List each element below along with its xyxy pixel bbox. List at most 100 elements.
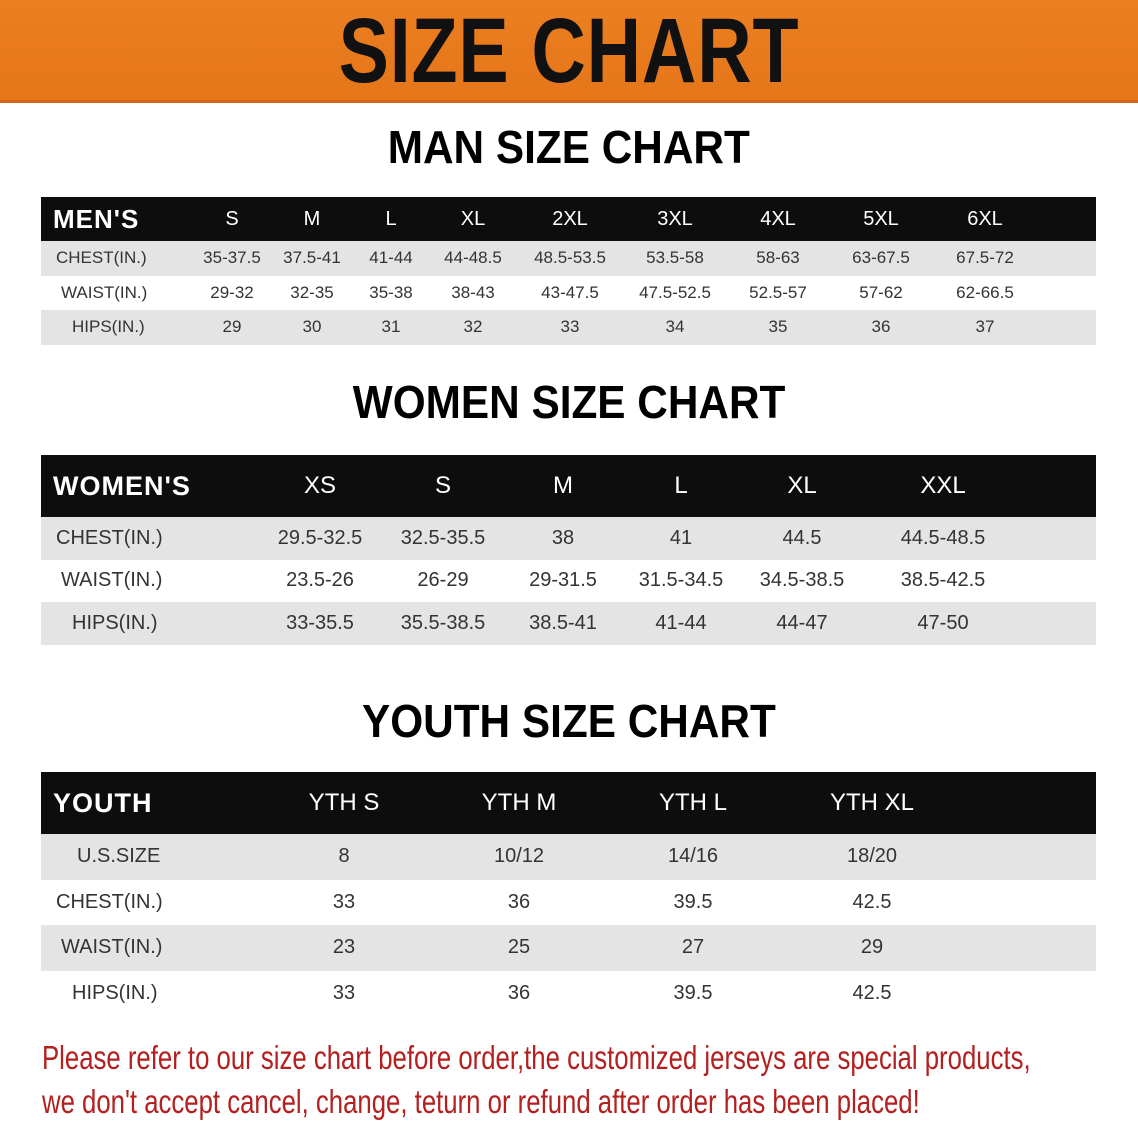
table-cell: 33 — [516, 310, 624, 345]
women-title-text: WOMEN SIZE CHART — [352, 376, 786, 428]
table-cell: 38.5-42.5 — [864, 559, 1022, 602]
header-label: YOUTH — [41, 772, 256, 834]
table-cell: 37.5-41 — [272, 241, 352, 276]
table-row: WAIST(IN.) 23.5-26 26-29 29-31.5 31.5-34.5 34… — [41, 559, 1096, 602]
table-cell: 33 — [256, 879, 432, 925]
size-column-header: 6XL — [932, 197, 1038, 241]
size-column-header: XXL — [864, 455, 1022, 517]
row-spacer — [1022, 602, 1096, 645]
table-cell: 10/12 — [432, 834, 606, 880]
table-cell: 31 — [352, 310, 430, 345]
table-cell: 44-47 — [740, 602, 864, 645]
table-cell: 34 — [624, 310, 726, 345]
table-row: HIPS(IN.) 33 36 39.5 42.5 — [41, 970, 1096, 1016]
table-cell: 36 — [432, 879, 606, 925]
size-column-header: 5XL — [830, 197, 932, 241]
table-cell: 29 — [780, 925, 964, 971]
table-cell: 35-37.5 — [192, 241, 272, 276]
table-cell: 38.5-41 — [504, 602, 622, 645]
row-label: HIPS(IN.) — [41, 602, 258, 645]
row-spacer — [964, 834, 1096, 880]
size-column-header: 3XL — [624, 197, 726, 241]
table-cell: 41-44 — [352, 241, 430, 276]
header-label: MEN'S — [41, 197, 192, 241]
table-cell: 48.5-53.5 — [516, 241, 624, 276]
row-label: HIPS(IN.) — [41, 970, 256, 1016]
table-cell: 35 — [726, 310, 830, 345]
table-cell: 38 — [504, 517, 622, 560]
table-cell: 35-38 — [352, 275, 430, 310]
table-cell: 39.5 — [606, 879, 780, 925]
size-column-header: M — [272, 197, 352, 241]
row-spacer — [964, 970, 1096, 1016]
table-cell: 44.5-48.5 — [864, 517, 1022, 560]
table-cell: 41 — [622, 517, 740, 560]
row-label: WAIST(IN.) — [41, 559, 258, 602]
table-cell: 29-31.5 — [504, 559, 622, 602]
header-spacer — [1038, 197, 1096, 241]
header-label: WOMEN'S — [41, 455, 258, 517]
table-cell: 29-32 — [192, 275, 272, 310]
men-section-title: MAN SIZE CHART — [0, 120, 1138, 174]
row-label: CHEST(IN.) — [41, 241, 192, 276]
table-row: CHEST(IN.) 35-37.5 37.5-41 41-44 44-48.5 48.5… — [41, 241, 1096, 276]
row-label: U.S.SIZE — [41, 834, 256, 880]
youth-size-table: YOUTH YTH S YTH M YTH L YTH XL U.S.SIZE 8 10/1… — [41, 772, 1096, 1016]
table-row: WAIST(IN.) 29-32 32-35 35-38 38-43 43-47.5 47.… — [41, 275, 1096, 310]
table-cell: 23.5-26 — [258, 559, 382, 602]
size-column-header: 2XL — [516, 197, 624, 241]
row-spacer — [1022, 517, 1096, 560]
table-cell: 42.5 — [780, 970, 964, 1016]
row-spacer — [1022, 559, 1096, 602]
table-row: HIPS(IN.) 29 30 31 32 33 34 35 36 37 — [41, 310, 1096, 345]
table-cell: 26-29 — [382, 559, 504, 602]
table-cell: 32-35 — [272, 275, 352, 310]
size-column-header: XL — [430, 197, 516, 241]
banner-title: SIZE CHART — [338, 0, 800, 102]
size-column-header: S — [382, 455, 504, 517]
row-label: WAIST(IN.) — [41, 925, 256, 971]
table-cell: 8 — [256, 834, 432, 880]
size-column-header: 4XL — [726, 197, 830, 241]
row-label: CHEST(IN.) — [41, 517, 258, 560]
table-cell: 58-63 — [726, 241, 830, 276]
size-column-header: YTH L — [606, 772, 780, 834]
men-size-table: MEN'S S M L XL 2XL 3XL 4XL 5XL 6XL CHEST(IN.) 35-3… — [41, 197, 1096, 345]
size-column-header: S — [192, 197, 272, 241]
table-cell: 29.5-32.5 — [258, 517, 382, 560]
size-column-header: YTH S — [256, 772, 432, 834]
youth-section-title: YOUTH SIZE CHART — [0, 694, 1138, 748]
table-header-row: MEN'S S M L XL 2XL 3XL 4XL 5XL 6XL — [41, 197, 1096, 241]
table-row: HIPS(IN.) 33-35.5 35.5-38.5 38.5-41 41-44 44-… — [41, 602, 1096, 645]
size-column-header: YTH XL — [780, 772, 964, 834]
row-spacer — [1038, 275, 1096, 310]
table-cell: 67.5-72 — [932, 241, 1038, 276]
size-column-header: XS — [258, 455, 382, 517]
table-cell: 36 — [830, 310, 932, 345]
row-label: WAIST(IN.) — [41, 275, 192, 310]
row-label: CHEST(IN.) — [41, 879, 256, 925]
size-column-header: XL — [740, 455, 864, 517]
table-cell: 31.5-34.5 — [622, 559, 740, 602]
table-cell: 18/20 — [780, 834, 964, 880]
table-cell: 33 — [256, 970, 432, 1016]
table-cell: 39.5 — [606, 970, 780, 1016]
table-cell: 44.5 — [740, 517, 864, 560]
table-cell: 62-66.5 — [932, 275, 1038, 310]
table-cell: 42.5 — [780, 879, 964, 925]
order-notice: Please refer to our size chart before or… — [42, 1036, 1031, 1124]
table-cell: 32 — [430, 310, 516, 345]
table-cell: 43-47.5 — [516, 275, 624, 310]
table-header-row: YOUTH YTH S YTH M YTH L YTH XL — [41, 772, 1096, 834]
row-label: HIPS(IN.) — [41, 310, 192, 345]
row-spacer — [964, 879, 1096, 925]
table-cell: 33-35.5 — [258, 602, 382, 645]
table-row: CHEST(IN.) 29.5-32.5 32.5-35.5 38 41 44.5 44.5… — [41, 517, 1096, 560]
notice-line-2: we don't accept cancel, change, teturn o… — [42, 1083, 920, 1120]
row-spacer — [1038, 241, 1096, 276]
table-cell: 27 — [606, 925, 780, 971]
table-cell: 30 — [272, 310, 352, 345]
table-header-row: WOMEN'S XS S M L XL XXL — [41, 455, 1096, 517]
youth-title-text: YOUTH SIZE CHART — [362, 695, 776, 747]
men-title-text: MAN SIZE CHART — [387, 121, 751, 173]
